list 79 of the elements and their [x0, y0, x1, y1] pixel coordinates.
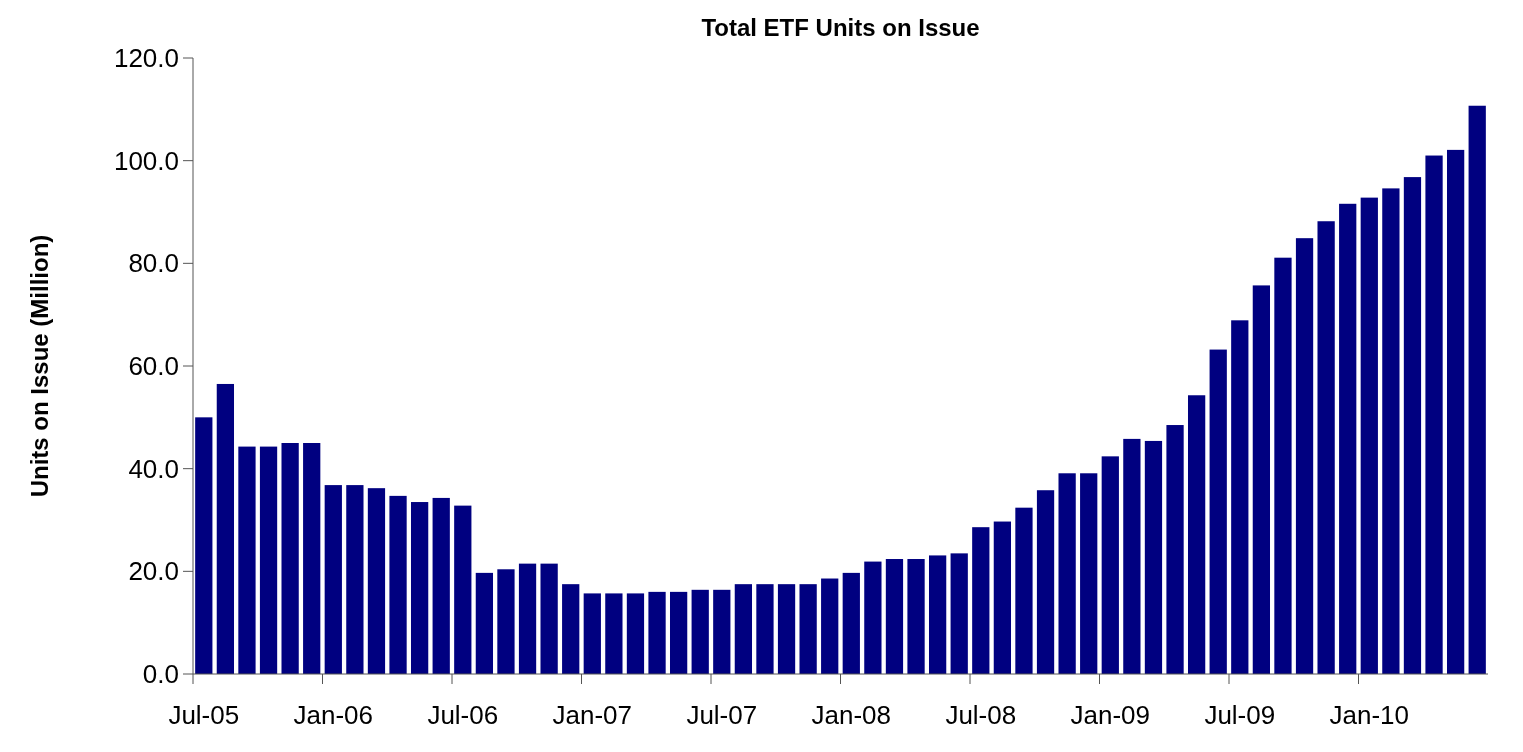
bar [1360, 197, 1378, 674]
bar [713, 589, 731, 674]
y-tick-label: 120.0 [113, 43, 179, 74]
bar [432, 497, 450, 674]
bar [605, 593, 623, 674]
bar [454, 505, 472, 674]
bar [1339, 203, 1357, 674]
bar [734, 584, 753, 674]
bar [1144, 440, 1163, 674]
bar [303, 443, 321, 674]
y-tick-label: 60.0 [128, 351, 179, 382]
y-tick-label: 20.0 [128, 556, 179, 587]
chart-title: Total ETF Units on Issue [701, 14, 980, 41]
bar [410, 502, 429, 674]
bar [842, 572, 860, 674]
bar [1123, 438, 1141, 674]
y-axis-title: Units on Issue (Million) [26, 234, 53, 498]
x-tick-label: Jan-09 [1070, 700, 1151, 730]
bar [238, 446, 256, 674]
x-tick-label: Jul-08 [945, 700, 1017, 730]
bar [885, 559, 904, 674]
bar [1403, 177, 1422, 674]
bar [972, 527, 990, 674]
bar [928, 555, 947, 674]
x-tick-label: Jan-07 [552, 700, 633, 730]
bar [669, 591, 688, 674]
bar [216, 383, 235, 674]
bar [821, 578, 839, 674]
bar [1015, 507, 1033, 674]
x-tick-label: Jan-06 [293, 700, 374, 730]
bar [1080, 473, 1098, 674]
bar [1209, 349, 1227, 674]
bar [1101, 456, 1119, 674]
bar [281, 443, 299, 674]
bar [540, 563, 558, 674]
bar [950, 553, 968, 674]
bar [1425, 155, 1443, 674]
x-tick-label: Jul-07 [686, 700, 758, 730]
bar [756, 584, 774, 674]
bar [389, 495, 407, 674]
bar [799, 584, 817, 674]
bar [518, 563, 537, 674]
bar [1252, 285, 1271, 674]
bar [1187, 395, 1206, 674]
bar [626, 593, 645, 674]
bar [583, 593, 601, 674]
bar [648, 591, 666, 674]
bar [346, 485, 364, 674]
bar [324, 485, 342, 674]
bar [1166, 425, 1184, 674]
y-tick-label: 100.0 [113, 145, 179, 176]
bar [195, 417, 213, 674]
x-tick-label: Jul-06 [427, 700, 499, 730]
x-tick-label: Jan-08 [811, 700, 892, 730]
y-tick-label: 80.0 [128, 248, 179, 279]
y-tick-label: 40.0 [128, 453, 179, 484]
bar [562, 584, 580, 674]
bar [864, 561, 882, 674]
bar [907, 559, 925, 674]
bar [1295, 238, 1314, 674]
x-tick-label: Jul-09 [1204, 700, 1276, 730]
bar [777, 584, 796, 674]
bar [1274, 257, 1292, 674]
bar [475, 572, 494, 674]
bar [1317, 221, 1335, 674]
bar [1036, 490, 1055, 674]
bar [1231, 320, 1249, 674]
bar [259, 446, 278, 674]
bar [1382, 188, 1400, 674]
x-tick-label: Jul-05 [168, 700, 240, 730]
x-tick-label: Jan-10 [1329, 700, 1410, 730]
bar [497, 569, 515, 674]
bar [691, 589, 709, 674]
bar [367, 488, 386, 674]
bar [993, 521, 1012, 674]
bar [1446, 149, 1465, 674]
bar [1468, 105, 1486, 674]
bar [1058, 473, 1076, 674]
y-tick-label: 0.0 [142, 659, 179, 690]
